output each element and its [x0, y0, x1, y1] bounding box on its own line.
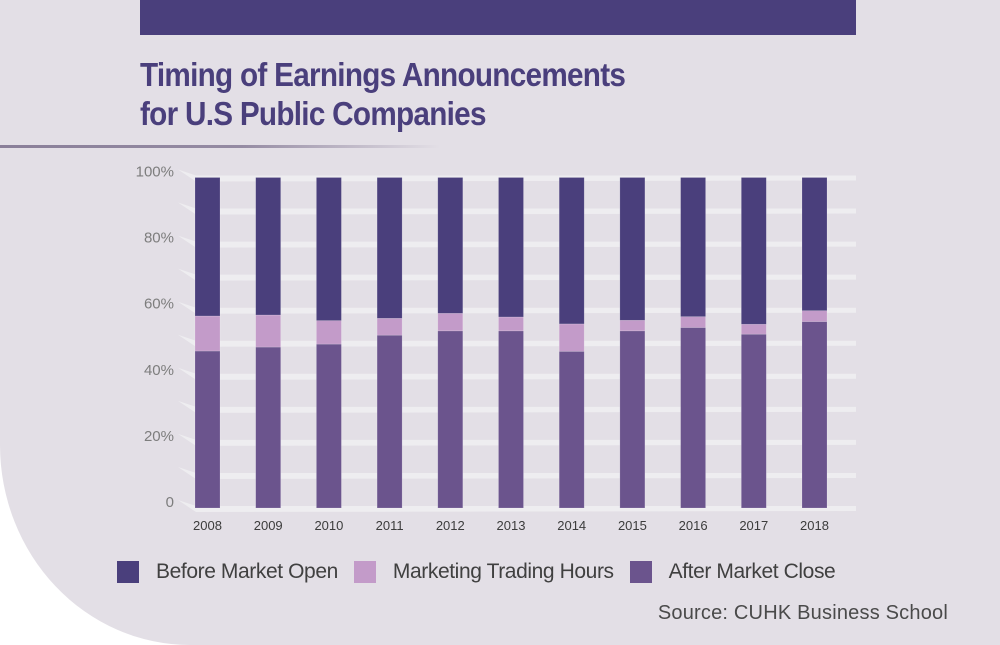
bar-segment-marketing-trading-hours	[194, 315, 221, 352]
bar-segment-after-market-close	[740, 333, 767, 509]
bar-segment-marketing-trading-hours	[316, 320, 342, 345]
x-tick-label: 2017	[739, 518, 768, 533]
bar-segment-marketing-trading-hours	[558, 323, 585, 352]
bar-segment-before-market-open	[680, 177, 706, 317]
x-tick-label: 2015	[618, 518, 647, 533]
bar-segment-before-market-open	[376, 177, 403, 319]
y-tick-label: 40%	[144, 362, 174, 379]
x-tick-label: 2018	[800, 518, 829, 533]
y-tick-label: 60%	[144, 296, 174, 313]
y-tick-label: 80%	[144, 230, 174, 247]
bar-segment-marketing-trading-hours	[740, 323, 767, 335]
legend-label: After Market Close	[668, 560, 836, 583]
x-tick-label: 2016	[679, 518, 708, 533]
bar-segment-marketing-trading-hours	[619, 319, 646, 332]
bar-segment-after-market-close	[801, 321, 828, 509]
bar-segment-before-market-open	[437, 177, 464, 314]
bar-segment-after-market-close	[437, 330, 464, 509]
header-banner	[140, 0, 856, 35]
bar-segment-after-market-close	[376, 334, 403, 509]
source-credit: Source: CUHK Business School	[657, 602, 948, 624]
title-divider	[0, 145, 440, 148]
x-tick-label: 2012	[436, 518, 465, 533]
bar-segment-after-market-close	[194, 350, 221, 509]
stacked-bar-chart: 020%40%60%80%100% 2008 2009 2010 2011 2012 20…	[136, 164, 856, 533]
y-tick-label: 0	[166, 494, 174, 511]
bar-segment-after-market-close	[680, 327, 706, 509]
legend-label: Before Market Open	[156, 560, 338, 583]
bars	[194, 177, 828, 509]
legend-swatch-before-market-open	[117, 561, 139, 583]
bar-segment-marketing-trading-hours	[437, 313, 464, 332]
bar-segment-before-market-open	[316, 177, 342, 321]
legend-swatch-after-market-close	[629, 561, 652, 583]
bar-segment-after-market-close	[255, 346, 281, 509]
legend-item-before-market-open: Before Market Open	[117, 560, 338, 584]
bar-segment-after-market-close	[619, 330, 646, 509]
bar-segment-before-market-open	[558, 177, 585, 325]
x-tick-label: 2013	[497, 518, 526, 533]
legend: Before Market Open Marketing Trading Hou…	[117, 560, 851, 584]
chart-title: Timing of Earnings Announcements for U.S…	[140, 55, 626, 133]
legend-item-after-market-close: After Market Close	[629, 560, 836, 584]
bar-segment-before-market-open	[619, 177, 646, 321]
legend-label: Marketing Trading Hours	[392, 560, 614, 583]
legend-item-marketing-trading-hours: Marketing Trading Hours	[353, 560, 614, 584]
x-tick-label: 2010	[314, 518, 343, 533]
x-tick-label: 2014	[557, 518, 586, 533]
bar-segment-before-market-open	[740, 177, 767, 325]
legend-swatch-marketing-trading-hours	[353, 561, 376, 583]
x-tick-label: 2011	[376, 518, 404, 533]
bar-segment-before-market-open	[801, 177, 828, 311]
y-tick-label: 100%	[136, 164, 174, 181]
bar-segment-before-market-open	[498, 177, 524, 318]
x-tick-label: 2009	[254, 518, 283, 533]
bar-segment-marketing-trading-hours	[680, 316, 706, 328]
bar-segment-after-market-close	[316, 343, 342, 509]
chart-title-line-2: for U.S Public Companies	[140, 95, 487, 132]
chart-title-line-1: Timing of Earnings Announcements	[140, 56, 626, 93]
bar-segment-after-market-close	[498, 330, 524, 509]
bar-segment-marketing-trading-hours	[498, 316, 524, 332]
bar-segment-before-market-open	[194, 177, 221, 317]
bar-segment-before-market-open	[255, 177, 281, 316]
x-axis-tick-labels: 2008 2009 2010 2011 2012 2013 2014 2015 2016 2017…	[193, 518, 829, 533]
bar-segment-marketing-trading-hours	[376, 317, 403, 336]
bar-segment-marketing-trading-hours	[255, 314, 281, 348]
bar-segment-after-market-close	[558, 351, 585, 509]
y-tick-label: 20%	[144, 428, 174, 445]
bar-segment-marketing-trading-hours	[801, 310, 828, 322]
y-axis-tick-labels: 0 20% 40% 60% 80% 100%	[136, 164, 174, 512]
x-tick-label: 2008	[193, 518, 222, 533]
